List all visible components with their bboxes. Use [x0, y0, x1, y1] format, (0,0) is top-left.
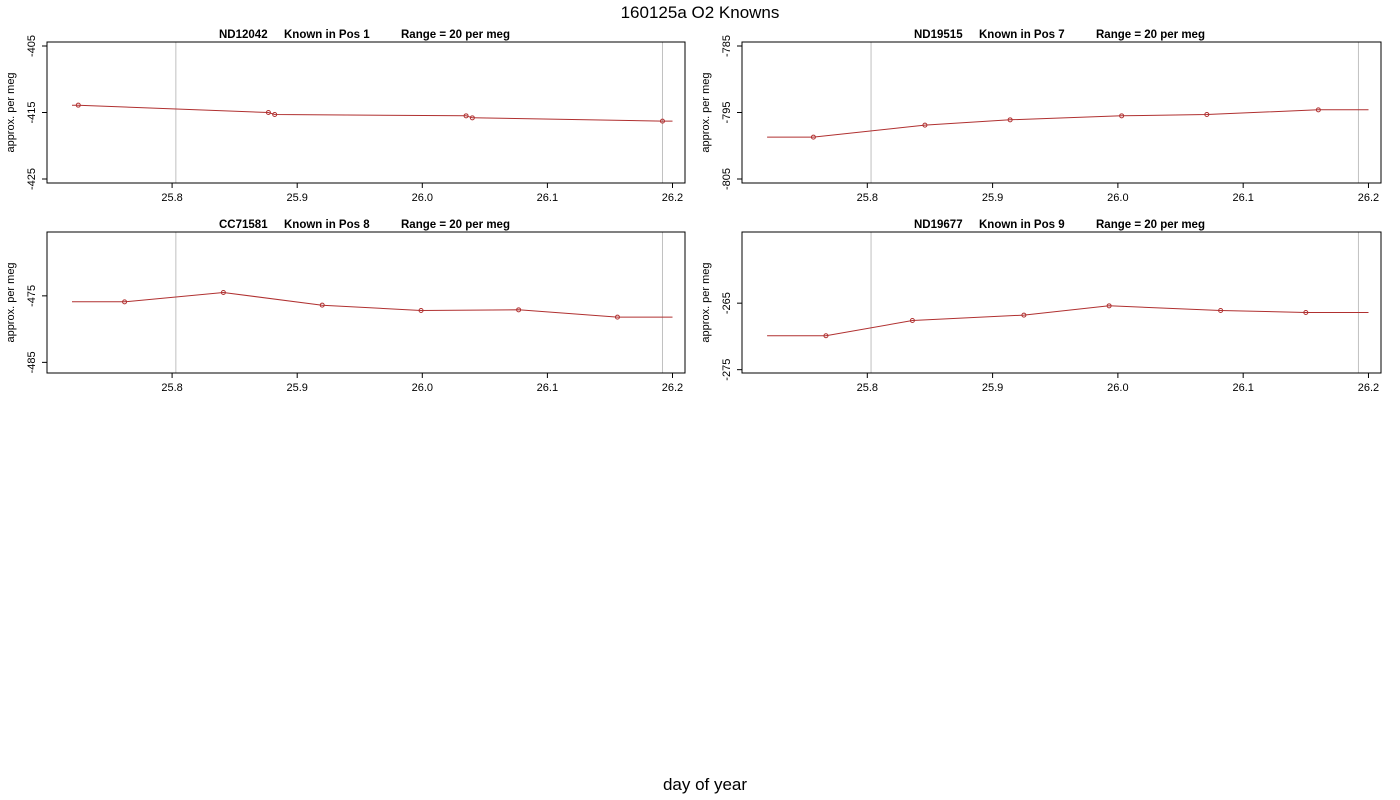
panel-title-part: ND12042: [219, 29, 268, 41]
data-point: [1106, 303, 1112, 309]
plot-frame: [46, 41, 686, 184]
x-tick-label: 26.1: [1232, 382, 1253, 394]
y-tick-label: -425: [26, 168, 38, 190]
chart-panel-1: ND12042 Known in Pos 1 Range = 20 per meg 2…: [5, 29, 686, 204]
x-tick-label: 26.2: [1358, 192, 1379, 204]
data-point: [418, 307, 424, 313]
panel-title-part: CC71581: [219, 219, 268, 231]
x-tick-label: 25.9: [286, 382, 307, 394]
y-axis-label: approx. per meg: [700, 72, 712, 152]
data-point: [659, 118, 665, 124]
data-point: [922, 122, 928, 128]
y-axis-label: approx. per meg: [700, 262, 712, 342]
data-point: [1218, 307, 1224, 313]
x-tick-label: 26.2: [1358, 382, 1379, 394]
x-tick-label: 26.1: [1232, 192, 1253, 204]
panel-title-part: Known in Pos 7: [979, 29, 1065, 41]
x-tick-label: 26.0: [1107, 192, 1128, 204]
y-tick-label: -265: [721, 292, 733, 314]
y-tick-label: -805: [721, 168, 733, 190]
x-tick-label: 26.2: [662, 382, 683, 394]
data-point: [1303, 309, 1309, 315]
panel-title-part: Range = 20 per meg: [1096, 219, 1205, 231]
data-point: [810, 134, 816, 140]
x-tick-label: 26.1: [537, 382, 558, 394]
x-tick-label: 26.1: [537, 192, 558, 204]
data-point: [265, 110, 271, 115]
plot-frame: [46, 231, 686, 374]
y-tick-label: -405: [26, 35, 38, 57]
data-point: [463, 113, 469, 119]
panel-title-part: Range = 20 per meg: [401, 219, 510, 231]
data-point: [220, 290, 226, 296]
data-point: [75, 102, 81, 108]
x-tick-label: 26.0: [1107, 382, 1128, 394]
plot-frame: [741, 41, 1382, 184]
data-point: [516, 307, 522, 313]
chart-panel-2: ND19515 Known in Pos 7 Range = 20 per meg 2…: [700, 29, 1382, 204]
data-point: [909, 317, 915, 323]
y-tick-label: -415: [26, 101, 38, 123]
panel-title-part: Known in Pos 8: [284, 219, 370, 231]
x-tick-label: 25.8: [857, 382, 878, 394]
x-tick-label: 25.9: [982, 192, 1003, 204]
y-tick-label: -795: [721, 101, 733, 123]
panel-title-part: Range = 20 per meg: [1096, 29, 1205, 41]
x-tick-label: 25.8: [161, 382, 182, 394]
panel-title-part: Known in Pos 9: [979, 219, 1065, 231]
x-tick-label: 25.8: [857, 192, 878, 204]
y-axis-label: approx. per meg: [5, 72, 17, 152]
chart-panel-4: ND19677 Known in Pos 9 Range = 20 per meg 2…: [700, 219, 1382, 394]
data-point: [1119, 113, 1125, 119]
data-point: [1007, 117, 1013, 123]
x-axis-label: day of year: [662, 775, 748, 794]
data-point: [614, 314, 620, 320]
y-tick-label: -785: [721, 35, 733, 57]
plot-frame: [741, 231, 1382, 374]
x-tick-label: 26.0: [412, 382, 433, 394]
data-point: [122, 299, 128, 305]
y-tick-label: -485: [26, 351, 38, 373]
series-line: [767, 305, 1369, 337]
x-tick-label: 25.8: [161, 192, 182, 204]
series-line: [72, 104, 673, 122]
data-point: [823, 333, 829, 339]
panel-title-part: Range = 20 per meg: [401, 29, 510, 41]
panel-title-part: ND19677: [914, 219, 963, 231]
panel-title-part: Known in Pos 1: [284, 29, 370, 41]
y-tick-label: -475: [26, 285, 38, 307]
panel-title-part: ND19515: [914, 29, 963, 41]
series-line: [72, 291, 673, 318]
data-point: [1315, 107, 1321, 113]
data-point: [1021, 312, 1027, 318]
y-axis-label: approx. per meg: [5, 262, 17, 342]
x-tick-label: 25.9: [982, 382, 1003, 394]
data-point: [319, 302, 325, 308]
series-line: [767, 109, 1369, 138]
chart-panel-3: CC71581 Known in Pos 8 Range = 20 per meg 2…: [5, 219, 686, 394]
data-point: [1204, 111, 1210, 117]
y-tick-label: -275: [721, 359, 733, 381]
data-point: [469, 115, 475, 121]
page-title: 160125a O2 Knowns: [620, 3, 780, 22]
x-tick-label: 26.2: [662, 192, 683, 204]
x-tick-label: 26.0: [412, 192, 433, 204]
x-tick-label: 25.9: [286, 192, 307, 204]
data-point: [272, 111, 278, 117]
